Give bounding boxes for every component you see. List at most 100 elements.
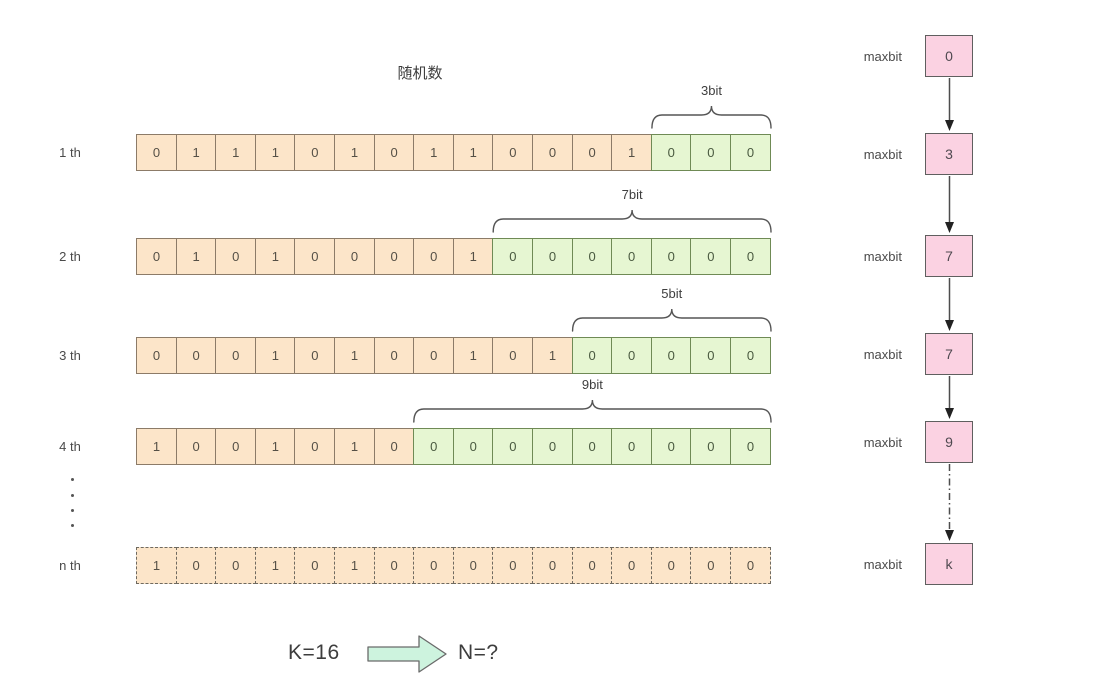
bit-cell: 1 — [254, 428, 296, 465]
bit-cell: 0 — [413, 428, 455, 465]
bit-cell: 0 — [333, 238, 376, 275]
bit-cell: 0 — [294, 547, 336, 584]
arrowhead-icon — [945, 530, 954, 541]
bit-cell: 0 — [571, 134, 613, 171]
bit-cell: 1 — [175, 134, 217, 171]
bit-cell: 1 — [452, 337, 494, 374]
ellipsis-dot — [71, 524, 74, 527]
bit-cell: 0 — [571, 238, 613, 275]
bit-cell: 1 — [333, 428, 376, 465]
bit-cell: 0 — [611, 428, 653, 465]
bit-cell: 1 — [413, 134, 455, 171]
arrowhead-icon — [945, 408, 954, 419]
brace-label: 5bit — [661, 286, 683, 301]
bit-cell: 0 — [650, 134, 692, 171]
bit-cell: 0 — [611, 337, 653, 374]
bit-cell: 0 — [650, 238, 692, 275]
maxbit-label: maxbit — [863, 147, 902, 162]
n-equation-label: N=? — [458, 641, 499, 664]
bit-cell: 0 — [531, 238, 574, 275]
bit-cell: 1 — [531, 337, 574, 374]
brace-label: 7bit — [621, 187, 643, 202]
bit-cell: 1 — [452, 238, 494, 275]
bit-cell: 0 — [294, 238, 336, 275]
ellipsis-dot — [71, 494, 74, 497]
bit-cell: 0 — [175, 337, 217, 374]
bit-cell: 1 — [333, 547, 376, 584]
bit-cell: 0 — [729, 428, 771, 465]
brace-label: 9bit — [581, 377, 603, 392]
brace-label: 3bit — [700, 83, 722, 98]
bit-cell: 0 — [729, 238, 771, 275]
bit-cell: 1 — [254, 547, 296, 584]
right-block-arrow-icon — [367, 635, 447, 673]
bit-cell: 1 — [136, 428, 178, 465]
row-label: n th — [59, 558, 81, 573]
bit-cell: 0 — [175, 428, 217, 465]
bit-cell: 0 — [294, 428, 336, 465]
bit-cell: 1 — [254, 337, 296, 374]
bit-cell: 0 — [729, 337, 771, 374]
bit-cell: 0 — [650, 337, 692, 374]
bit-cell: 1 — [333, 337, 376, 374]
bit-cell: 0 — [571, 428, 613, 465]
bit-cell: 0 — [531, 547, 574, 584]
bit-cell: 0 — [373, 547, 415, 584]
bit-cell: 0 — [136, 134, 178, 171]
bit-cell: 0 — [413, 547, 455, 584]
bit-cell: 0 — [373, 428, 415, 465]
bit-cell: 0 — [452, 547, 494, 584]
maxbit-box-k: k — [925, 543, 973, 585]
bit-cell: 1 — [611, 134, 653, 171]
bit-cell: 0 — [690, 337, 732, 374]
bit-cell: 1 — [136, 547, 178, 584]
bit-cell: 1 — [452, 134, 494, 171]
maxbit-box-3: 3 — [925, 133, 973, 175]
arrowhead-icon — [945, 222, 954, 233]
bit-cell: 0 — [215, 547, 257, 584]
row-label: 2 th — [59, 249, 81, 264]
bit-cell: 0 — [571, 547, 613, 584]
bit-cell: 0 — [531, 134, 574, 171]
arrowhead-icon — [945, 320, 954, 331]
bit-cell: 0 — [215, 428, 257, 465]
bit-cell: 0 — [492, 547, 534, 584]
bit-cell: 0 — [611, 238, 653, 275]
brace-9bit — [413, 399, 772, 423]
bit-cell: 0 — [373, 337, 415, 374]
bit-cell: 0 — [492, 337, 534, 374]
bit-cell: 0 — [215, 238, 257, 275]
bit-cell: 0 — [413, 238, 455, 275]
row-label: 1 th — [59, 145, 81, 160]
maxbit-label: maxbit — [863, 435, 902, 450]
bit-cell: 0 — [492, 238, 534, 275]
bit-cell: 0 — [650, 428, 692, 465]
bit-cell: 0 — [690, 134, 732, 171]
bit-cell: 0 — [136, 337, 178, 374]
bit-cell: 1 — [254, 238, 296, 275]
maxbit-label: maxbit — [863, 347, 902, 362]
maxbit-label: maxbit — [863, 49, 902, 64]
bit-cell: 1 — [254, 134, 296, 171]
diagram-title: 随机数 — [397, 65, 443, 82]
maxbit-label: maxbit — [863, 249, 902, 264]
bit-cell: 1 — [215, 134, 257, 171]
k-equation-label: K=16 — [288, 641, 340, 664]
row-label: 3 th — [59, 348, 81, 363]
maxbit-box-0: 0 — [925, 35, 973, 77]
maxbit-label: maxbit — [863, 557, 902, 572]
brace-7bit — [492, 209, 772, 233]
bit-cell: 0 — [294, 337, 336, 374]
bit-cell: 0 — [492, 134, 534, 171]
bit-cell: 1 — [333, 134, 376, 171]
bit-cell: 0 — [175, 547, 217, 584]
bit-cell: 0 — [452, 428, 494, 465]
bit-cell: 0 — [413, 337, 455, 374]
bit-cell: 0 — [373, 134, 415, 171]
bit-cell: 0 — [690, 238, 732, 275]
